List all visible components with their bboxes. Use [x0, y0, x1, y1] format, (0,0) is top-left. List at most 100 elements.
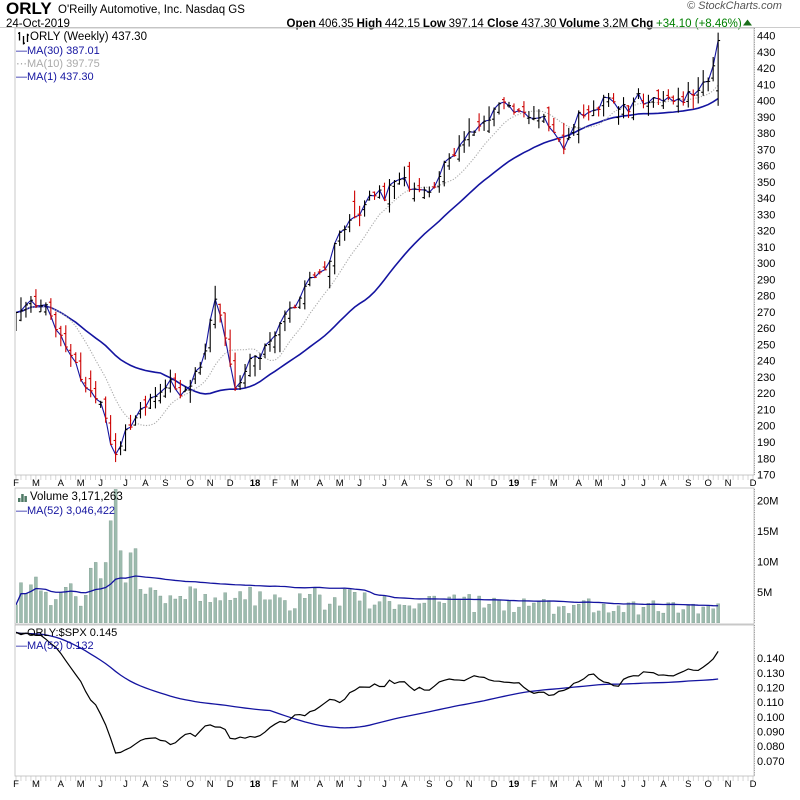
- svg-text:0.080: 0.080: [757, 741, 785, 753]
- svg-text:S: S: [426, 478, 432, 489]
- svg-text:260: 260: [757, 323, 775, 335]
- svg-text:S: S: [685, 779, 691, 790]
- svg-text:F: F: [13, 779, 19, 790]
- svg-text:0.130: 0.130: [757, 668, 785, 680]
- svg-text:D: D: [227, 779, 234, 790]
- svg-text:18: 18: [250, 779, 261, 790]
- svg-text:A: A: [58, 478, 65, 489]
- svg-text:410: 410: [757, 79, 775, 91]
- svg-text:18: 18: [250, 478, 261, 489]
- svg-text:19: 19: [509, 779, 520, 790]
- svg-text:⋯MA(10) 397.75: ⋯MA(10) 397.75: [16, 58, 100, 70]
- svg-text:0.110: 0.110: [757, 697, 784, 709]
- svg-text:S: S: [162, 478, 168, 489]
- svg-text:280: 280: [757, 291, 775, 303]
- svg-text:J: J: [123, 779, 128, 790]
- svg-text:—MA(52) 0.132: —MA(52) 0.132: [16, 640, 94, 652]
- svg-text:0.100: 0.100: [757, 712, 785, 724]
- svg-text:0.070: 0.070: [757, 756, 785, 768]
- svg-text:A: A: [317, 478, 324, 489]
- svg-text:M: M: [336, 779, 344, 790]
- svg-text:420: 420: [757, 63, 775, 75]
- svg-text:A: A: [576, 779, 583, 790]
- svg-text:© StockCharts.com: © StockCharts.com: [687, 0, 782, 12]
- svg-text:300: 300: [757, 258, 775, 270]
- svg-text:J: J: [641, 779, 646, 790]
- svg-text:A: A: [576, 478, 583, 489]
- svg-text:D: D: [750, 478, 757, 489]
- svg-text:0.140: 0.140: [757, 653, 785, 665]
- svg-text:240: 240: [757, 356, 775, 368]
- svg-text:O'Reilly Automotive, Inc. Nas: O'Reilly Automotive, Inc. Nasdaq GS: [58, 4, 245, 16]
- svg-text:230: 230: [757, 372, 775, 384]
- svg-text:10M: 10M: [757, 557, 778, 569]
- svg-text:S: S: [162, 779, 168, 790]
- svg-text:—MA(1) 437.30: —MA(1) 437.30: [16, 71, 94, 83]
- svg-text:0.120: 0.120: [757, 683, 785, 695]
- svg-text:Volume 3,171,263: Volume 3,171,263: [30, 491, 123, 503]
- svg-text:—ORLY:$SPX 0.145: —ORLY:$SPX 0.145: [16, 627, 117, 639]
- svg-text:J: J: [98, 779, 103, 790]
- svg-text:360: 360: [757, 161, 775, 173]
- svg-text:320: 320: [757, 226, 775, 238]
- svg-text:N: N: [725, 779, 732, 790]
- svg-text:A: A: [58, 779, 65, 790]
- svg-text:N: N: [466, 478, 473, 489]
- svg-text:A: A: [401, 779, 408, 790]
- svg-text:J: J: [98, 478, 103, 489]
- svg-text:O: O: [704, 478, 711, 489]
- svg-text:D: D: [491, 779, 498, 790]
- svg-text:250: 250: [757, 339, 775, 351]
- svg-text:210: 210: [757, 404, 775, 416]
- svg-text:380: 380: [757, 128, 775, 140]
- svg-text:330: 330: [757, 209, 775, 221]
- svg-text:ORLY: ORLY: [6, 0, 52, 18]
- svg-text:O: O: [704, 779, 711, 790]
- svg-text:20M: 20M: [757, 496, 778, 508]
- svg-text:—MA(52) 3,046,422: —MA(52) 3,046,422: [16, 505, 115, 517]
- svg-text:A: A: [317, 779, 324, 790]
- svg-text:440: 440: [757, 31, 775, 43]
- svg-text:J: J: [123, 478, 128, 489]
- svg-text:J: J: [641, 478, 646, 489]
- svg-text:0.090: 0.090: [757, 727, 785, 739]
- svg-text:290: 290: [757, 274, 775, 286]
- svg-text:M: M: [550, 779, 558, 790]
- svg-text:J: J: [382, 478, 387, 489]
- svg-text:370: 370: [757, 144, 775, 156]
- svg-text:270: 270: [757, 307, 775, 319]
- svg-text:A: A: [142, 779, 149, 790]
- svg-text:M: M: [291, 779, 299, 790]
- svg-text:D: D: [227, 478, 234, 489]
- svg-text:D: D: [750, 779, 757, 790]
- svg-text:M: M: [291, 478, 299, 489]
- svg-text:J: J: [357, 779, 362, 790]
- svg-text:M: M: [77, 779, 85, 790]
- svg-text:350: 350: [757, 177, 775, 189]
- svg-text:19: 19: [509, 478, 520, 489]
- svg-text:15M: 15M: [757, 526, 778, 538]
- svg-text:J: J: [357, 478, 362, 489]
- svg-text:N: N: [725, 478, 732, 489]
- svg-text:—MA(30) 387.01: —MA(30) 387.01: [16, 45, 100, 57]
- svg-text:A: A: [660, 478, 667, 489]
- svg-text:M: M: [32, 779, 40, 790]
- svg-text:N: N: [207, 779, 214, 790]
- svg-text:170: 170: [757, 470, 775, 482]
- svg-text:M: M: [32, 478, 40, 489]
- svg-text:M: M: [550, 478, 558, 489]
- svg-text:S: S: [685, 478, 691, 489]
- svg-text:J: J: [382, 779, 387, 790]
- svg-text:S: S: [426, 779, 432, 790]
- svg-text:F: F: [272, 478, 278, 489]
- svg-text:ORLY (Weekly) 437.30: ORLY (Weekly) 437.30: [30, 31, 147, 43]
- svg-text:F: F: [272, 779, 278, 790]
- svg-text:N: N: [466, 779, 473, 790]
- svg-text:O: O: [446, 779, 453, 790]
- svg-text:340: 340: [757, 193, 775, 205]
- svg-text:O: O: [187, 779, 194, 790]
- svg-text:O: O: [187, 478, 194, 489]
- svg-text:N: N: [207, 478, 214, 489]
- svg-text:M: M: [77, 478, 85, 489]
- svg-text:F: F: [531, 478, 537, 489]
